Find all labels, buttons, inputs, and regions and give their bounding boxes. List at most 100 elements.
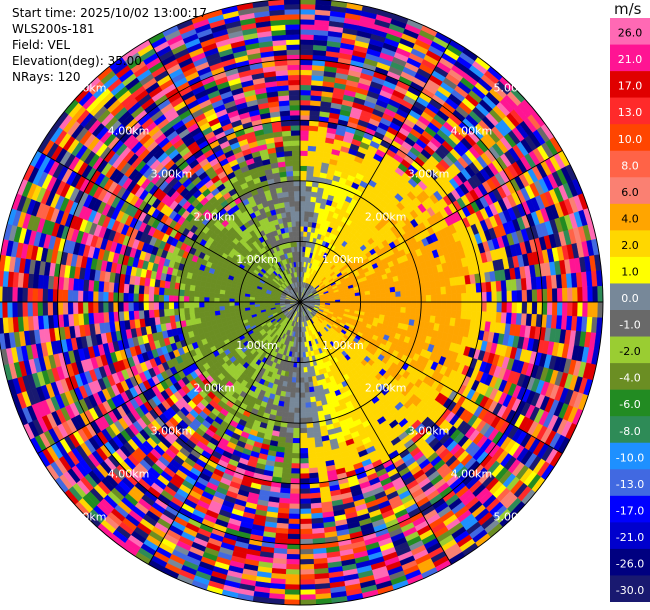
velocity-gate [455,309,462,320]
velocity-gate [299,523,313,530]
velocity-gate [546,301,553,316]
velocity-gate [289,392,296,399]
velocity-gate [299,109,311,116]
velocity-gate [287,538,301,545]
velocity-gate [410,307,417,315]
velocity-gate [293,412,301,419]
velocity-gate [305,407,312,414]
velocity-gate [299,34,315,41]
velocity-gate [307,376,313,383]
velocity-gate [425,301,432,310]
velocity-gate [283,452,293,459]
velocity-gate [299,377,305,384]
velocity-gate [294,392,301,399]
velocity-gate [369,289,376,295]
velocity-gate [440,294,447,303]
velocity-gate [299,599,317,606]
velocity-gate [506,290,513,303]
velocity-gate [299,553,314,560]
velocity-gate [283,447,293,454]
velocity-gate [303,226,309,232]
velocity-gate [365,294,371,299]
velocity-gate [491,291,498,303]
velocity-gate [299,0,317,5]
velocity-gate [460,310,467,320]
velocity-gate [496,291,503,303]
velocity-gate [285,432,294,439]
velocity-gate [306,432,315,439]
velocity-gate [385,301,392,308]
velocity-gate [302,346,306,353]
velocity-gate [299,402,306,409]
velocity-gate [291,447,301,454]
velocity-gate [279,492,291,499]
velocity-gate [299,387,306,394]
velocity-gate [440,309,447,318]
velocity-gate [375,297,382,303]
velocity-gate [299,200,306,207]
velocity-gate [299,49,314,56]
velocity-gate [291,372,297,378]
velocity-gate [308,462,318,469]
velocity-gate [299,478,310,485]
velocity-gate [299,215,305,222]
velocity-gate [425,288,432,296]
velocity-gate [299,437,308,444]
velocity-gate [305,412,313,419]
velocity-gate [288,508,301,515]
velocity-gate [551,288,558,303]
velocity-gate [572,287,579,303]
velocity-gate [303,377,309,383]
velocity-gate [299,185,307,192]
velocity-gate [511,301,518,314]
velocity-gate [294,387,301,394]
velocity-gate [364,290,371,296]
velocity-gate [306,160,316,167]
velocity-gate [307,145,317,152]
velocity-gate [299,84,312,91]
velocity-gate [445,301,452,311]
velocity-gate [291,377,297,383]
velocity-gate [285,569,301,575]
velocity-gate [456,301,462,311]
velocity-gate [360,301,366,306]
velocity-gate [299,8,316,15]
velocity-gate [360,294,366,300]
velocity-gate [536,289,543,303]
velocity-gate [309,492,321,499]
velocity-gate [308,467,319,474]
velocity-gate [380,297,387,303]
velocity-gate [445,309,452,319]
velocity-gate [304,392,311,399]
velocity-gate [299,205,306,212]
velocity-gate [572,301,579,317]
velocity-gate [445,285,452,295]
velocity-gate [299,155,308,162]
velocity-gate [308,381,314,388]
velocity-gate [384,287,391,294]
velocity-gate [299,382,305,389]
velocity-gate [587,286,594,303]
velocity-gate [299,528,313,535]
velocity-gate [299,241,304,247]
velocity-gate [506,301,513,314]
velocity-gate [481,291,488,303]
velocity-gate [299,584,316,591]
velocity-gate [531,301,538,315]
velocity-gate [299,458,309,464]
velocity-gate [299,412,307,419]
velocity-gate [561,301,568,317]
velocity-gate [410,301,417,309]
velocity-gate [292,442,301,449]
velocity-gate [299,538,313,545]
velocity-gate [455,284,462,295]
velocity-gate [299,357,304,363]
velocity-gate [461,293,467,303]
velocity-gate [286,543,301,550]
velocity-gate [287,533,301,540]
velocity-gate [425,308,432,316]
velocity-gate [476,301,483,312]
velocity-gate [307,442,316,449]
velocity-gate [305,185,313,192]
velocity-gate [501,290,508,303]
